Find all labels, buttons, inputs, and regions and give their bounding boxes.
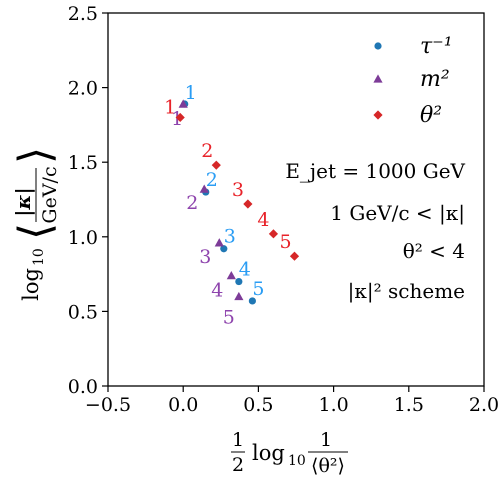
triangle-point bbox=[199, 184, 209, 193]
x-tick-label: 1.0 bbox=[318, 394, 348, 416]
legend: τ⁻¹ m² θ² bbox=[373, 34, 453, 128]
svg-text:log: log bbox=[19, 268, 43, 301]
point-label: 2 bbox=[186, 192, 198, 214]
y-tick-label: 2.0 bbox=[68, 78, 98, 100]
point-label: 3 bbox=[199, 246, 211, 268]
point-label: 1 bbox=[185, 82, 197, 104]
svg-text:log: log bbox=[252, 441, 285, 465]
annotation-line: 1 GeV/c < |κ| bbox=[330, 201, 465, 226]
point-label: 2 bbox=[201, 140, 213, 162]
point-label: 5 bbox=[279, 231, 291, 253]
legend-diamond-marker bbox=[373, 110, 383, 120]
legend-label: m² bbox=[420, 67, 450, 92]
point-label: 5 bbox=[223, 306, 235, 328]
legend-label: θ² bbox=[420, 103, 442, 128]
x-tick-label: −0.5 bbox=[85, 394, 131, 416]
point-label: 1 bbox=[164, 96, 176, 118]
y-tick-label: 1.5 bbox=[68, 152, 98, 174]
plot-area bbox=[107, 12, 485, 387]
point-label: 3 bbox=[224, 226, 236, 248]
svg-text:2: 2 bbox=[232, 454, 244, 476]
y-tick-label: 1.0 bbox=[68, 227, 98, 249]
x-tick-label: 0.5 bbox=[243, 394, 273, 416]
diamond-point bbox=[268, 229, 279, 239]
diamond-point bbox=[289, 251, 300, 261]
y-tick-label: 0.0 bbox=[68, 376, 98, 398]
point-label: 3 bbox=[232, 179, 244, 201]
svg-text:10: 10 bbox=[288, 453, 306, 469]
triangle-point bbox=[214, 238, 224, 247]
point-label: 2 bbox=[206, 169, 218, 191]
data-points: 123451234512345 bbox=[164, 82, 300, 328]
annotation-line: |κ|² scheme bbox=[348, 279, 465, 304]
circle-point bbox=[235, 277, 243, 286]
annotation-line: θ² < 4 bbox=[403, 239, 465, 263]
annotation-line: E_jet = 1000 GeV bbox=[285, 159, 465, 183]
point-label: 4 bbox=[257, 209, 269, 231]
svg-text:⟨θ²⟩: ⟨θ²⟩ bbox=[311, 455, 345, 477]
diamond-point bbox=[243, 199, 253, 209]
point-label: 4 bbox=[239, 259, 251, 281]
triangle-point bbox=[234, 291, 244, 301]
axis-ticks: −0.5 0.0 0.5 1.0 1.5 2.00.00.51.01.52.02.5 bbox=[68, 3, 498, 416]
circle-point bbox=[248, 297, 256, 305]
y-axis-label: log 10 ⟨ |κ| GeV/c ⟩ bbox=[10, 147, 61, 301]
circle-point bbox=[220, 245, 228, 253]
x-tick-label: 0.0 bbox=[168, 394, 198, 416]
svg-text:⟩: ⟩ bbox=[10, 147, 61, 164]
legend-circle-marker bbox=[374, 42, 382, 50]
svg-text:1: 1 bbox=[320, 429, 332, 451]
diamond-point bbox=[175, 112, 185, 123]
point-label: 4 bbox=[211, 280, 223, 302]
y-tick-label: 2.5 bbox=[68, 3, 98, 25]
svg-text:⟨: ⟨ bbox=[10, 223, 61, 240]
legend-triangle-marker bbox=[373, 74, 383, 83]
svg-text:10: 10 bbox=[31, 248, 47, 266]
legend-label: τ⁻¹ bbox=[420, 34, 453, 59]
y-tick-label: 0.5 bbox=[68, 301, 98, 323]
triangle-point bbox=[178, 99, 188, 108]
point-label: 5 bbox=[252, 278, 264, 300]
x-tick-label: 1.5 bbox=[394, 394, 424, 416]
svg-text:GeV/c: GeV/c bbox=[39, 166, 61, 223]
triangle-point bbox=[226, 270, 236, 280]
x-axis-label: 1 2 log 10 1 ⟨θ²⟩ bbox=[231, 429, 348, 477]
svg-text:1: 1 bbox=[232, 429, 244, 451]
x-tick-label: 2.0 bbox=[469, 394, 498, 416]
annotation-block: E_jet = 1000 GeV 1 GeV/c < |κ| θ² < 4 |κ|² … bbox=[285, 159, 465, 304]
diamond-point bbox=[211, 160, 221, 170]
svg-text:|κ|: |κ| bbox=[11, 187, 35, 217]
